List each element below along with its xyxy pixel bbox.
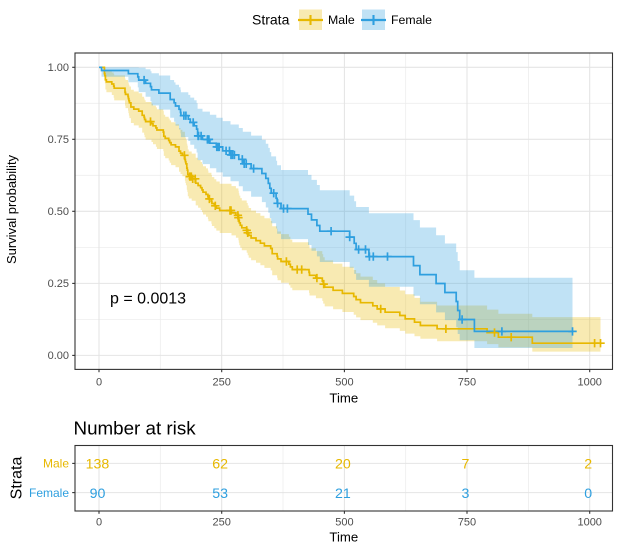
- svg-text:Strata: Strata: [9, 457, 26, 500]
- svg-text:1000: 1000: [577, 377, 601, 389]
- svg-text:53: 53: [212, 486, 228, 502]
- svg-text:1.00: 1.00: [48, 62, 69, 74]
- svg-text:Female: Female: [29, 486, 69, 500]
- svg-text:0.75: 0.75: [48, 134, 69, 146]
- svg-text:0.00: 0.00: [48, 350, 69, 362]
- svg-text:21: 21: [335, 486, 351, 502]
- svg-text:Strata: Strata: [252, 12, 290, 28]
- svg-text:7: 7: [462, 457, 470, 473]
- svg-text:138: 138: [86, 457, 110, 473]
- svg-text:750: 750: [458, 517, 476, 529]
- svg-text:0.50: 0.50: [48, 206, 69, 218]
- svg-text:0.25: 0.25: [48, 278, 69, 290]
- svg-text:3: 3: [462, 486, 470, 502]
- svg-text:90: 90: [90, 486, 106, 502]
- svg-text:Female: Female: [391, 13, 432, 27]
- svg-text:62: 62: [212, 457, 228, 473]
- svg-text:0: 0: [96, 377, 102, 389]
- svg-text:1000: 1000: [577, 517, 601, 529]
- svg-text:250: 250: [213, 517, 231, 529]
- svg-text:250: 250: [213, 377, 231, 389]
- svg-text:20: 20: [335, 457, 351, 473]
- svg-text:Male: Male: [43, 457, 69, 471]
- svg-text:500: 500: [335, 377, 353, 389]
- svg-text:Male: Male: [328, 13, 355, 27]
- svg-text:Number at risk: Number at risk: [74, 417, 197, 438]
- svg-text:500: 500: [335, 517, 353, 529]
- svg-text:0: 0: [96, 517, 102, 529]
- svg-text:Time: Time: [329, 391, 358, 406]
- svg-text:Time: Time: [329, 530, 358, 545]
- svg-text:2: 2: [584, 457, 592, 473]
- svg-text:p = 0.0013: p = 0.0013: [110, 291, 186, 308]
- svg-text:750: 750: [458, 377, 476, 389]
- svg-text:Survival probability: Survival probability: [4, 154, 19, 264]
- svg-text:0: 0: [584, 486, 592, 502]
